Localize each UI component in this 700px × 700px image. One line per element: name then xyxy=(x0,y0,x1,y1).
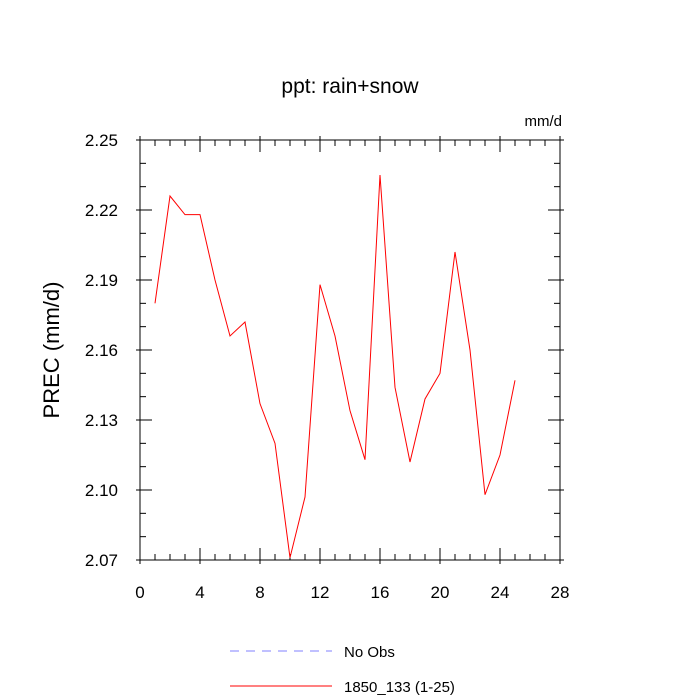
x-tick-label: 12 xyxy=(311,583,330,602)
y-tick-label: 2.19 xyxy=(85,271,118,290)
x-tick-label: 0 xyxy=(135,583,144,602)
legend-label: No Obs xyxy=(344,644,395,661)
y-tick-label: 2.22 xyxy=(85,201,118,220)
legend: No Obs 1850_133 (1-25) xyxy=(230,644,455,696)
axis-ticks xyxy=(136,136,564,564)
x-tick-label: 28 xyxy=(551,583,570,602)
series-layer xyxy=(154,174,516,558)
tick-labels: 0 4 8 12 16 20 24 28 2.07 2.10 2.13 2.16 2.19 2.22 2.2… xyxy=(85,131,570,602)
x-tick-label: 16 xyxy=(371,583,390,602)
units-label: mm/d xyxy=(525,113,563,130)
plot-frame xyxy=(139,139,561,561)
y-tick-label: 2.13 xyxy=(85,411,118,430)
y-tick-label: 2.25 xyxy=(85,131,118,150)
y-tick-label: 2.16 xyxy=(85,341,118,360)
x-tick-label: 20 xyxy=(431,583,450,602)
series-line xyxy=(154,174,516,558)
chart-title: ppt: rain+snow xyxy=(281,75,419,98)
x-tick-label: 24 xyxy=(491,583,510,602)
y-tick-label: 2.07 xyxy=(85,551,118,570)
y-tick-label: 2.10 xyxy=(85,481,118,500)
legend-label: 1850_133 (1-25) xyxy=(344,679,455,696)
x-tick-label: 4 xyxy=(195,583,204,602)
x-tick-label: 8 xyxy=(255,583,264,602)
y-axis-label: PREC (mm/d) xyxy=(39,282,64,419)
